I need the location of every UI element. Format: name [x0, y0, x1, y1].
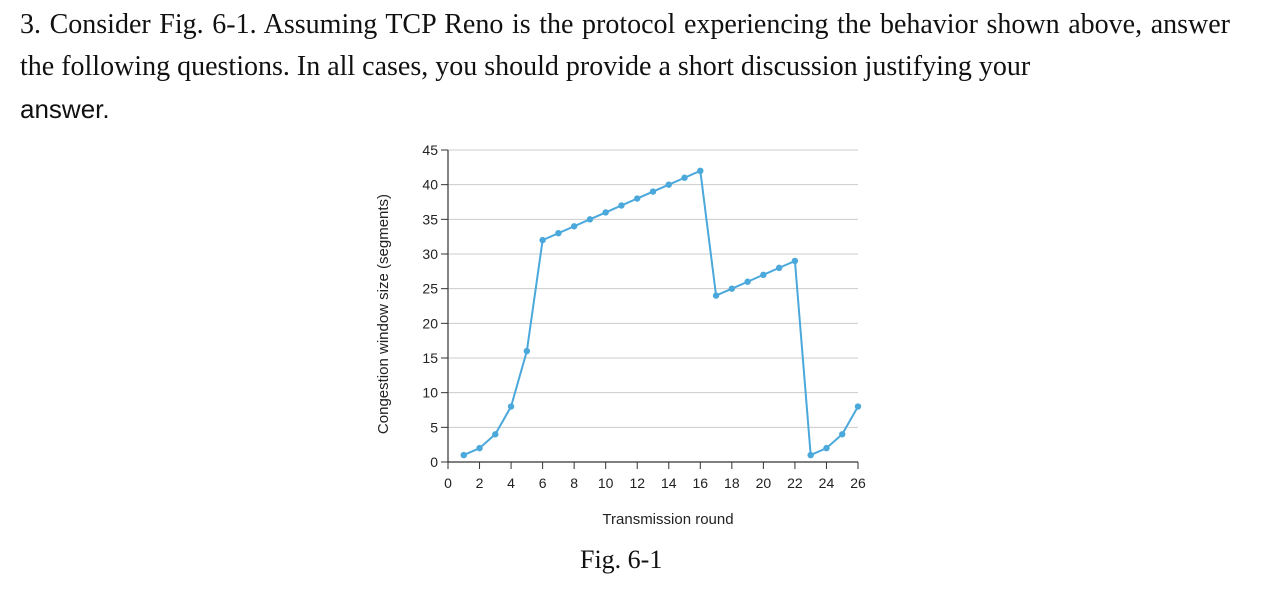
x-axis-title: Transmission round — [602, 511, 733, 528]
data-point-0-22 — [807, 451, 814, 459]
data-point-0-10 — [618, 202, 625, 209]
data-point-0-23 — [823, 444, 830, 452]
question-text: 3. Consider Fig. 6-1. Assuming TCP Reno … — [20, 4, 1230, 131]
x-tick-label-4: 8 — [570, 475, 578, 491]
y-tick-label-4: 20 — [422, 315, 438, 331]
x-tick-label-11: 22 — [787, 475, 803, 491]
question-tail: answer. — [20, 94, 110, 124]
y-tick-label-9: 45 — [422, 142, 438, 158]
data-point-0-13 — [665, 181, 672, 188]
data-point-0-20 — [775, 264, 783, 272]
data-point-0-9 — [602, 209, 609, 216]
cwnd-chart: 0 5 10 15 20 25 30 35 40 45 0 2 4 6 8 10 12 14 16 18 20 22 24 2… — [360, 140, 900, 540]
x-tick-label-5: 10 — [598, 475, 614, 491]
data-point-0-8 — [586, 216, 594, 223]
data-point-0-3 — [507, 403, 515, 410]
y-tick-label-7: 35 — [422, 211, 438, 227]
data-point-0-7 — [570, 223, 578, 230]
y-tick-label-1: 5 — [430, 419, 438, 435]
data-point-0-25 — [854, 403, 862, 410]
question-body: 3. Consider Fig. 6-1. Assuming TCP Reno … — [20, 9, 1230, 82]
data-point-0-2 — [492, 431, 499, 438]
data-point-0-15 — [697, 167, 704, 174]
data-point-0-1 — [476, 444, 483, 452]
y-tick-label-0: 0 — [430, 454, 438, 470]
data-point-0-11 — [634, 195, 641, 202]
data-point-0-4 — [523, 347, 531, 355]
data-point-0-24 — [839, 431, 846, 438]
data-point-0-16 — [712, 292, 720, 299]
data-point-0-18 — [744, 278, 751, 285]
y-tick-label-6: 30 — [422, 246, 438, 262]
x-tick-label-6: 12 — [629, 475, 645, 491]
data-point-0-5 — [539, 236, 546, 244]
y-tick-label-2: 10 — [422, 385, 438, 401]
x-tick-label-13: 26 — [850, 475, 866, 491]
data-point-0-0 — [460, 451, 467, 459]
x-tick-label-3: 6 — [539, 475, 547, 491]
figure-caption: Fig. 6-1 — [580, 545, 663, 574]
data-point-0-21 — [791, 257, 799, 265]
y-tick-label-3: 15 — [422, 350, 438, 366]
y-tick-label-5: 25 — [422, 281, 438, 297]
x-tick-label-10: 20 — [756, 475, 772, 491]
x-tick-label-12: 24 — [819, 475, 835, 491]
x-tick-label-0: 0 — [444, 475, 452, 491]
data-point-0-17 — [728, 285, 736, 292]
y-axis-title: Congestion window size (segments) — [375, 194, 392, 434]
data-point-0-14 — [681, 174, 688, 181]
x-tick-label-8: 16 — [693, 475, 709, 491]
x-tick-label-9: 18 — [724, 475, 740, 491]
series-line-0 — [463, 169, 859, 457]
x-tick-label-7: 14 — [661, 475, 677, 491]
y-tick-label-8: 40 — [422, 177, 438, 193]
data-point-0-12 — [649, 188, 657, 195]
x-tick-label-2: 4 — [507, 475, 515, 491]
data-point-0-19 — [760, 271, 767, 278]
x-tick-label-1: 2 — [476, 475, 484, 491]
data-point-0-6 — [555, 230, 562, 237]
